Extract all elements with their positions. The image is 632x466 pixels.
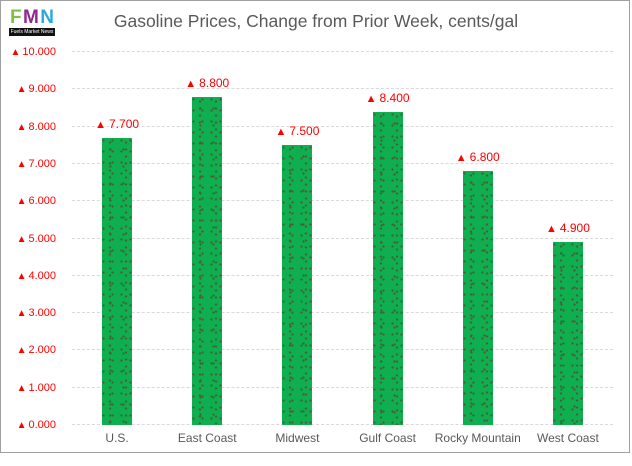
up-triangle-icon: ▲ [455, 152, 467, 165]
chart-title: Gasoline Prices, Change from Prior Week,… [113, 11, 519, 31]
up-triangle-icon: ▲ [10, 47, 21, 58]
up-triangle-icon: ▲ [95, 118, 107, 131]
logo-caption: Fuels Market News [9, 28, 55, 36]
logo-letter-n: N [40, 7, 54, 28]
y-tick-value: 9.000 [28, 83, 56, 96]
data-label-value: 7.700 [109, 116, 140, 131]
fmn-logo-letters: F M N [9, 7, 55, 28]
y-axis-tick-label: ▲ 4.000 [17, 270, 56, 282]
x-axis-category-label: Midwest [275, 431, 320, 445]
x-axis-category-label: Gulf Coast [359, 431, 416, 445]
logo-letter-m: M [23, 7, 39, 28]
y-tick-value: 7.000 [28, 157, 56, 170]
up-triangle-icon: ▲ [16, 84, 27, 96]
data-label: ▲ 8.800 [185, 76, 229, 90]
x-axis-category-label: Rocky Mountain [434, 431, 521, 445]
up-triangle-icon: ▲ [16, 158, 27, 170]
y-axis-tick-label: ▲ 1.000 [17, 382, 56, 394]
bar-u-s [102, 137, 133, 425]
y-tick-value: 4.000 [28, 269, 56, 282]
gridline [72, 386, 613, 388]
data-label-value: 4.900 [559, 221, 590, 236]
up-triangle-icon: ▲ [16, 121, 27, 133]
bar-east-coast [192, 96, 223, 425]
up-triangle-icon: ▲ [275, 126, 287, 139]
data-label: ▲ 6.800 [456, 150, 500, 164]
gridline [72, 200, 613, 202]
y-tick-value: 3.000 [28, 307, 56, 320]
x-axis-category-label: East Coast [177, 431, 237, 445]
bar-midwest [282, 145, 313, 425]
up-triangle-icon: ▲ [16, 420, 27, 431]
y-tick-value: 0.000 [28, 419, 56, 431]
y-axis-tick-label: ▲ 0.000 [17, 419, 56, 431]
up-triangle-icon: ▲ [16, 382, 27, 394]
up-triangle-icon: ▲ [16, 233, 27, 245]
up-triangle-icon: ▲ [16, 345, 27, 357]
up-triangle-icon: ▲ [16, 270, 27, 282]
y-axis-tick-label: ▲ 3.000 [17, 307, 56, 319]
gridline [72, 88, 613, 90]
bar-rocky-mountain [462, 171, 493, 425]
y-tick-value: 6.000 [28, 195, 56, 208]
y-axis-tick-label: ▲ 7.000 [17, 158, 56, 170]
y-tick-value: 5.000 [28, 232, 56, 245]
y-tick-value: 2.000 [28, 344, 56, 357]
y-axis-tick-label: ▲ 2.000 [17, 344, 56, 356]
gridline [72, 237, 613, 239]
y-axis-tick-label: ▲ 10.000 [10, 46, 56, 58]
y-axis-tick-label: ▲ 8.000 [17, 121, 56, 133]
gridline [72, 349, 613, 351]
y-tick-value: 10.000 [22, 46, 56, 58]
y-tick-value: 8.000 [28, 120, 56, 133]
data-label-value: 7.500 [289, 124, 320, 139]
up-triangle-icon: ▲ [545, 223, 557, 236]
gridline [72, 125, 613, 127]
plot-area: ▲ 7.700 ▲ 8.800 ▲ 7.500 ▲ 8.400 ▲ 6.800 ▲ 4.900 [72, 51, 613, 425]
bar-west-coast [552, 242, 583, 425]
data-label-value: 8.400 [379, 90, 410, 105]
up-triangle-icon: ▲ [16, 308, 27, 320]
fmn-logo: F M N Fuels Market News [9, 7, 55, 36]
bar-gulf-coast [372, 111, 403, 425]
data-label: ▲ 7.500 [275, 124, 319, 138]
data-label-value: 8.800 [199, 75, 230, 90]
logo-letter-f: F [10, 7, 22, 28]
x-axis-category-label: West Coast [537, 431, 599, 445]
gridline [72, 51, 613, 52]
y-tick-value: 1.000 [28, 381, 56, 394]
gridline [72, 424, 613, 425]
data-label-value: 6.800 [469, 150, 500, 165]
up-triangle-icon: ▲ [16, 196, 27, 208]
data-label: ▲ 7.700 [95, 117, 139, 131]
data-label: ▲ 8.400 [366, 91, 410, 105]
x-axis: U.S. East Coast Midwest Gulf Coast Rocky Mou… [72, 431, 613, 447]
y-axis-tick-label: ▲ 5.000 [17, 233, 56, 245]
y-axis: ▲ 0.000 ▲ 1.000 ▲ 2.000 ▲ 3.000 ▲ 4.000 ▲ 5.000 ▲ 6.0… [6, 46, 56, 431]
up-triangle-icon: ▲ [185, 77, 197, 90]
y-axis-tick-label: ▲ 6.000 [17, 195, 56, 207]
up-triangle-icon: ▲ [365, 92, 377, 105]
x-axis-category-label: U.S. [105, 431, 129, 445]
gridline [72, 312, 613, 314]
y-axis-tick-label: ▲ 9.000 [17, 83, 56, 95]
gridline [72, 162, 613, 164]
data-label: ▲ 4.900 [546, 221, 590, 235]
gridline [72, 274, 613, 276]
